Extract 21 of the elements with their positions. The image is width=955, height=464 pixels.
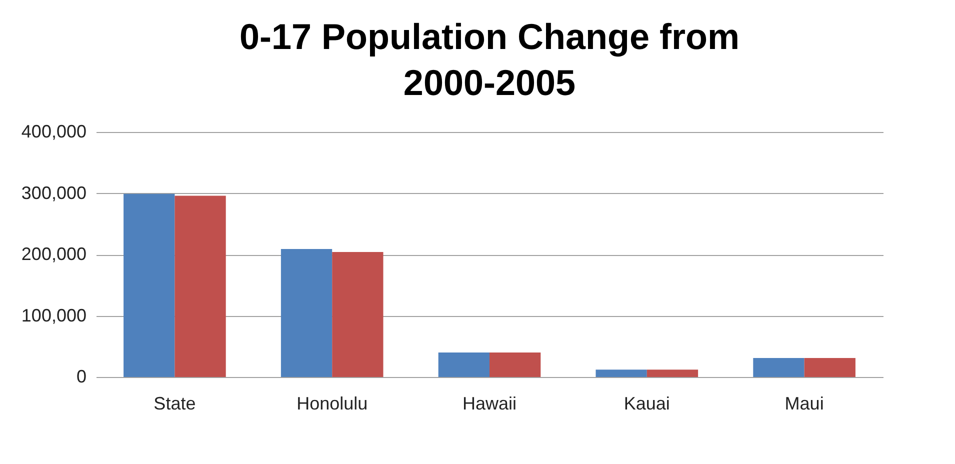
- y-tick-label: 200,000: [21, 244, 86, 264]
- bar: [596, 370, 647, 377]
- x-tick-label: Maui: [784, 394, 824, 414]
- bar: [490, 352, 541, 377]
- x-tick-label: State: [154, 394, 196, 414]
- x-tick-label: Kauai: [624, 394, 670, 414]
- x-tick-label: Honolulu: [296, 394, 368, 414]
- bar: [174, 196, 226, 377]
- y-tick-label: 100,000: [21, 305, 86, 326]
- bar: [332, 252, 384, 377]
- bar: [280, 248, 332, 377]
- bar: [646, 370, 698, 377]
- chart-title: 0-17 Population Change from 2000-2005: [239, 16, 740, 103]
- bar: [438, 352, 490, 377]
- y-tick-label: 300,000: [21, 182, 86, 203]
- y-tick-label: 0: [76, 366, 86, 386]
- y-tick-label: 400,000: [21, 122, 86, 142]
- bar: [124, 194, 175, 377]
- bar: [804, 358, 856, 377]
- x-tick-label: Hawaii: [462, 394, 517, 414]
- bar: [753, 358, 804, 377]
